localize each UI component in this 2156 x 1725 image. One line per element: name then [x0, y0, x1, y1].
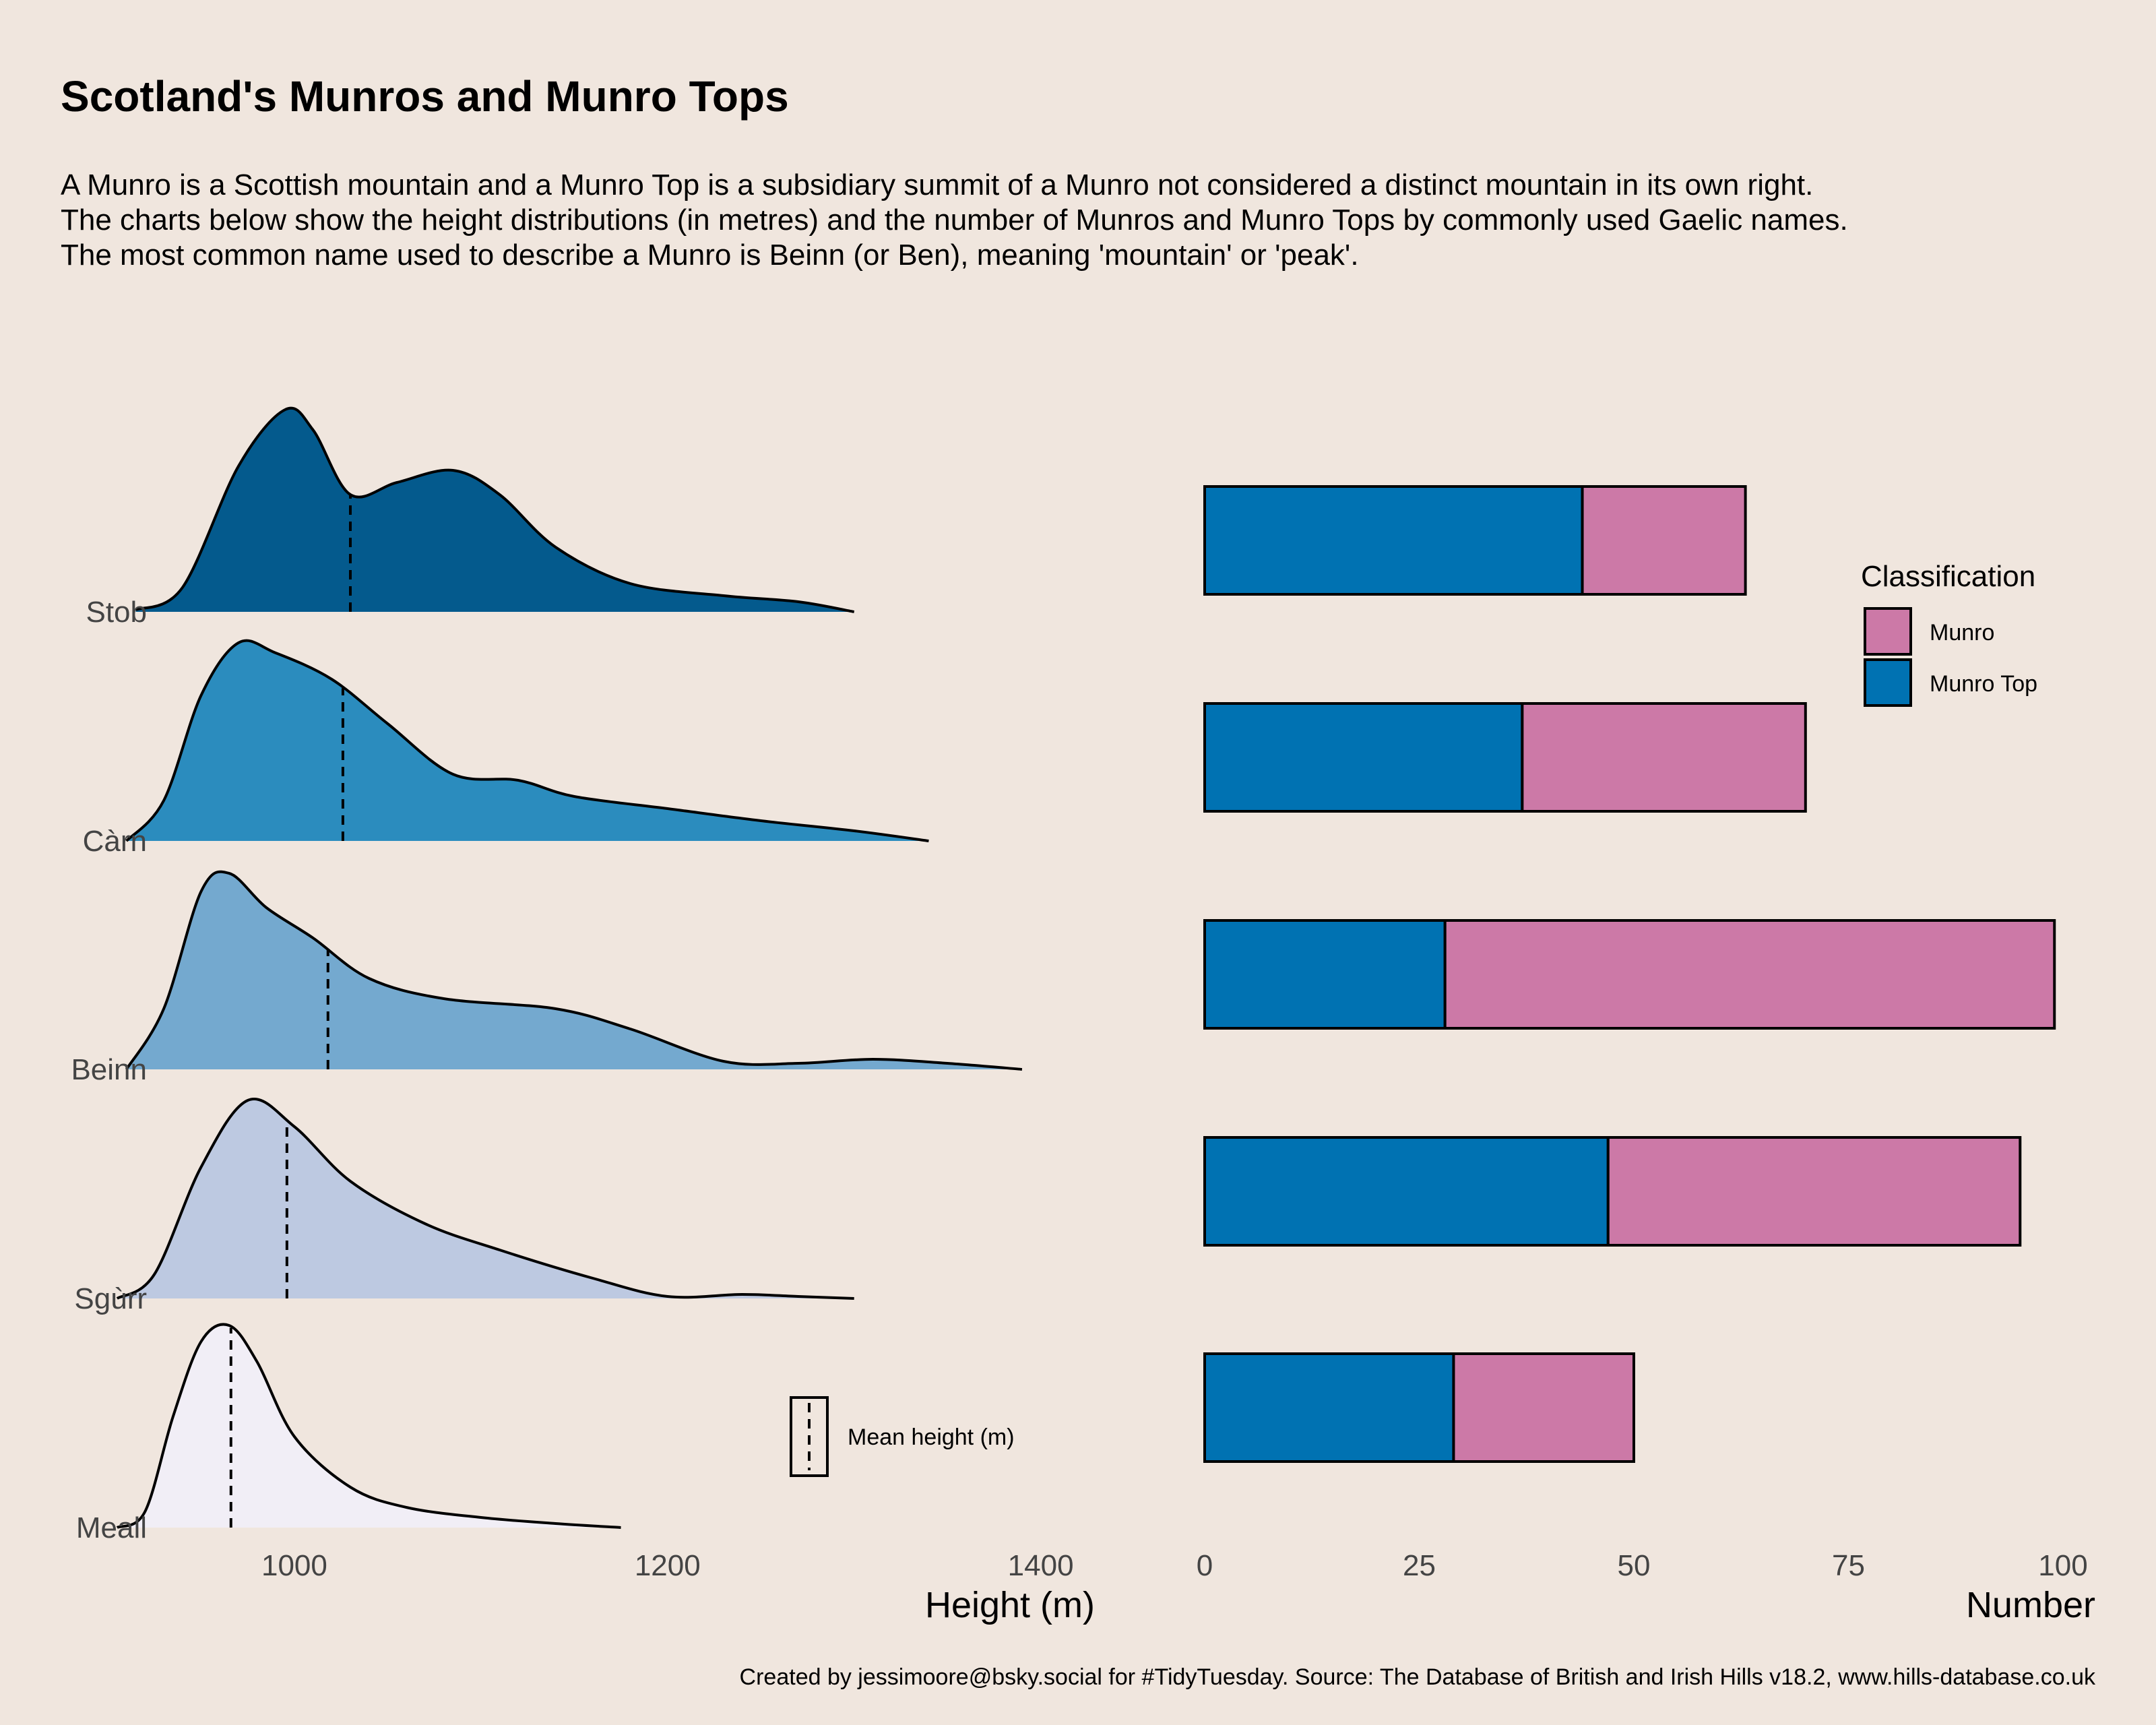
ridgeline-chart: Stob Càrn Beinn Sgùrr Meall 1000 1200 1400Heigh… [71, 406, 1095, 1625]
number-tick-25: 25 [1403, 1549, 1436, 1582]
ridge-area-meall [117, 1324, 621, 1528]
ridge-label-carn: Càrn [83, 825, 147, 858]
subtitle-line-1: A Munro is a Scottish mountain and a Mun… [61, 168, 1814, 201]
ridge-label-sgurr: Sgùrr [74, 1282, 147, 1315]
subtitle-line-2: The charts below show the height distrib… [61, 203, 1848, 237]
ridge-line-carn [125, 639, 929, 842]
bar-carn-munro-top [1203, 702, 1524, 813]
height-tick-1000: 1000 [261, 1549, 327, 1582]
ridge-label-meall: Meall [76, 1511, 147, 1544]
classification-legend: Classification Munro Munro Top [1861, 560, 2037, 707]
legend-title: Classification [1861, 560, 2035, 593]
bar-beinn-munro [1443, 919, 2056, 1030]
height-axis-title: Height (m) [925, 1585, 1095, 1625]
bar-stob-munro [1581, 485, 1747, 596]
caption: Created by jessimoore@bsky.social for #T… [739, 1664, 2095, 1690]
legend-swatch-munro [1864, 607, 1912, 656]
number-tick-75: 75 [1832, 1549, 1865, 1582]
number-tick-0: 0 [1197, 1549, 1213, 1582]
bar-meall-munro-top [1203, 1352, 1455, 1463]
subtitle-line-3: The most common name used to describe a … [61, 239, 1359, 272]
bar-sgurr-munro-top [1203, 1136, 1610, 1247]
ridge-area-sgurr [117, 1098, 854, 1298]
number-tick-100: 100 [2038, 1549, 2087, 1582]
bar-beinn-munro-top [1203, 919, 1447, 1030]
height-tick-1200: 1200 [635, 1549, 701, 1582]
ridge-label-stob: Stob [86, 596, 147, 629]
legend-label-munro-top: Munro Top [1930, 671, 2037, 697]
ridge-label-beinn: Beinn [71, 1053, 147, 1086]
ridge-line-beinn [125, 870, 1023, 1071]
number-tick-50: 50 [1618, 1549, 1651, 1582]
bar-stob-munro-top [1203, 485, 1584, 596]
number-axis-title: Number [1966, 1585, 2095, 1625]
bar-carn-munro [1521, 702, 1807, 813]
ridge-line-sgurr [116, 1098, 854, 1300]
bar-sgurr-munro [1606, 1136, 2022, 1247]
ridge-area-beinn [126, 871, 1022, 1069]
ridge-area-carn [126, 640, 929, 841]
ridge-line-stob [135, 406, 855, 613]
height-tick-1400: 1400 [1008, 1549, 1074, 1582]
ridge-area-stob [135, 408, 854, 612]
mean-legend-key [790, 1396, 829, 1477]
page-title: Scotland's Munros and Munro Tops [61, 72, 789, 121]
legend-label-munro: Munro [1930, 620, 1994, 646]
mean-legend-label: Mean height (m) [848, 1424, 1015, 1450]
ridge-line-meall [116, 1323, 621, 1529]
legend-swatch-munro-top [1864, 658, 1912, 707]
bar-meall-munro [1452, 1352, 1635, 1463]
mean-height-legend: Mean height (m) [790, 1396, 1015, 1477]
